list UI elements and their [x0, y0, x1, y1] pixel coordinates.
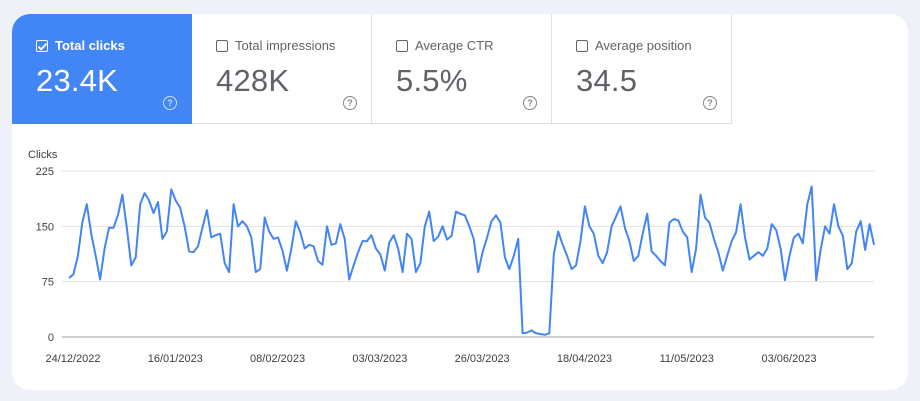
clicks-series-line	[68, 185, 875, 336]
metric-label: Average position	[595, 38, 692, 53]
help-icon[interactable]: ?	[523, 96, 537, 110]
metric-value: 23.4K	[36, 63, 119, 98]
clicks-line-chart: Clicks 0 75 150 225 24/12/2022 16/01/2023 08/…	[28, 149, 875, 365]
x-tick-label: 16/01/2023	[148, 353, 203, 365]
checkbox-icon[interactable]	[216, 40, 228, 52]
x-tick-label: 08/02/2023	[250, 353, 305, 365]
x-tick-label: 24/12/2022	[45, 353, 100, 365]
metric-tile-average-ctr[interactable]: Average CTR 5.5% ?	[372, 14, 552, 124]
x-tick-label: 03/06/2023	[762, 353, 817, 365]
chart-gridlines	[62, 170, 874, 338]
x-axis-ticks: 24/12/2022 16/01/2023 08/02/2023 03/03/2023…	[45, 353, 816, 365]
metric-tile-average-position[interactable]: Average position 34.5 ?	[552, 14, 732, 124]
help-icon[interactable]: ?	[343, 96, 357, 110]
checkbox-icon[interactable]	[36, 40, 48, 52]
performance-card: Total clicks 23.4K ? Total impressions 4…	[12, 14, 908, 390]
y-tick-label: 225	[36, 166, 54, 178]
help-icon[interactable]: ?	[163, 96, 177, 110]
metric-value: 428K	[216, 63, 290, 98]
y-tick-label: 75	[42, 277, 54, 289]
x-tick-label: 11/05/2023	[660, 353, 714, 365]
metric-value: 34.5	[576, 63, 638, 98]
y-axis-ticks: 0 75 150 225	[36, 166, 54, 344]
x-tick-label: 03/03/2023	[352, 353, 407, 365]
y-tick-label: 150	[36, 221, 54, 233]
metric-tile-total-clicks[interactable]: Total clicks 23.4K ?	[12, 14, 192, 124]
metric-tiles: Total clicks 23.4K ? Total impressions 4…	[12, 14, 732, 124]
y-tick-label: 0	[48, 332, 54, 344]
metric-label: Total impressions	[235, 38, 336, 53]
y-axis-label: Clicks	[28, 149, 58, 161]
help-icon[interactable]: ?	[703, 96, 717, 110]
metric-label: Total clicks	[55, 38, 125, 53]
metric-label: Average CTR	[415, 38, 494, 53]
checkbox-icon[interactable]	[576, 40, 588, 52]
metric-tile-total-impressions[interactable]: Total impressions 428K ?	[192, 14, 372, 124]
metric-value: 5.5%	[396, 63, 468, 98]
x-tick-label: 26/03/2023	[455, 353, 510, 365]
x-tick-label: 18/04/2023	[557, 353, 612, 365]
checkbox-icon[interactable]	[396, 40, 408, 52]
